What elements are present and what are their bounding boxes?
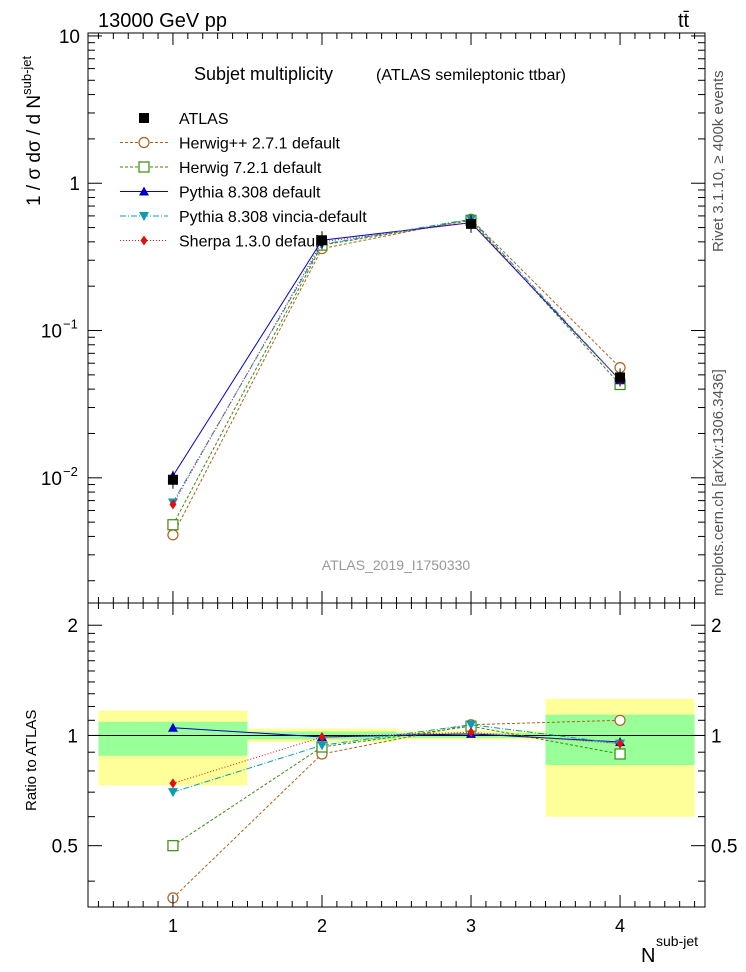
legend: ATLAS Herwig++ 2.7.1 default Herwig 7.2.1 …: [120, 111, 367, 251]
main-y-axis-title: 1 / σ dσ / d Nsub-jet: [19, 55, 45, 206]
legend-marker-4: [139, 212, 149, 221]
ratio-line-series-1: [172, 725, 621, 847]
x-axis-title: N sub-jet: [641, 933, 698, 967]
ratio-point-series-4-x2: [318, 732, 326, 743]
data-point-x4: [615, 372, 626, 383]
ratio-point-series-4-x1: [169, 778, 177, 789]
chart-title: Subjet multiplicity: [194, 64, 333, 84]
main-ylabel-main: 1 / σ dσ / d N: [24, 95, 45, 206]
rivet-label: Rivet 3.1.10, ≥ 400k events: [710, 70, 727, 252]
data-point-x2: [316, 235, 327, 246]
main-line-series-3: [172, 218, 621, 503]
legend-label-4: Pythia 8.308 vincia-default: [179, 209, 367, 226]
legend-marker-5: [140, 235, 148, 246]
process-label: tt̄: [678, 10, 690, 32]
main-line-series-4: [172, 222, 621, 505]
main-y-tick-exponent-3: −2: [63, 464, 78, 479]
main-series-layer: [167, 213, 626, 541]
main-y-tick-label-2: 10: [41, 322, 62, 343]
ratio-line-series-4: [172, 731, 621, 784]
ratio-point-series-3-x1: [167, 788, 178, 798]
legend-marker-2: [138, 161, 150, 173]
main-y-tick-exponent-2: −1: [63, 317, 78, 332]
ratio-bands: [88, 698, 705, 817]
main-line-series-0: [172, 218, 621, 536]
chart-subtitle: (ATLAS semileptonic ttbar): [376, 67, 566, 84]
ratio-y-tick-label-left-2: 0.5: [52, 837, 78, 858]
x-axis-label-sup: sub-jet: [656, 933, 698, 949]
ratio-point-series-1-x4: [614, 748, 626, 760]
ratio-point-series-4-x4: [616, 738, 624, 749]
x-tick-label-3: 3: [466, 916, 476, 936]
legend-label-1: Herwig++ 2.7.1 default: [179, 136, 341, 153]
legend-label-2: Herwig 7.2.1 default: [179, 160, 322, 177]
chart-title-group: Subjet multiplicity (ATLAS semileptonic …: [194, 64, 566, 84]
x-tick-label-2: 2: [317, 916, 327, 936]
energy-label: 13000 GeV pp: [98, 10, 227, 32]
svg-text:1 / σ dσ / d Nsub-jet: 1 / σ dσ / d Nsub-jet: [19, 55, 45, 206]
legend-label-5: Sherpa 1.3.0 default: [179, 234, 324, 251]
ratio-y-tick-label-right-1: 1: [711, 726, 722, 747]
ratio-point-series-2-x1: [167, 722, 178, 732]
main-line-series-1: [172, 219, 621, 525]
ratio-point-series-3-x2: [316, 741, 327, 751]
legend-label-0: ATLAS: [179, 111, 229, 128]
x-tick-label-4: 4: [615, 916, 625, 936]
analysis-id: ATLAS_2019_I1750330: [322, 557, 471, 573]
data-point-x3: [466, 218, 477, 229]
ratio-y-tick-label-right-0: 2: [711, 616, 722, 637]
x-tick-label-1: 1: [168, 916, 178, 936]
mcplots-label: mcplots.cern.ch [arXiv:1306.3436]: [710, 369, 727, 596]
main-ylabel-sup: sub-jet: [19, 55, 34, 94]
ratio-point-series-1-x1: [167, 840, 179, 852]
ratio-y-axis-title: Ratio to ATLAS: [23, 710, 40, 811]
x-axis-label-main: N: [641, 945, 655, 967]
main-y-tick-label-0: 10: [59, 27, 80, 48]
ratio-y-tick-label-right-2: 0.5: [711, 837, 737, 858]
legend-marker-0: [139, 113, 149, 123]
legend-marker-1: [138, 136, 150, 149]
main-y-tick-label-3: 10: [41, 469, 62, 490]
ratio-line-series-3: [172, 724, 621, 793]
data-point-x1: [167, 474, 178, 485]
ratio-point-series-4-x3: [467, 727, 475, 738]
main-y-tick-label-1: 1: [69, 174, 80, 195]
ratio-series-layer: [167, 714, 626, 904]
ratio-y-tick-label-left-1: 1: [67, 726, 78, 747]
main-line-series-2: [172, 222, 621, 477]
ratio-point-series-3-x3: [466, 720, 477, 730]
main-point-series-1-x1: [167, 519, 179, 531]
main-point-series-0-x1: [167, 529, 179, 541]
main-point-series-4-x1: [169, 499, 177, 510]
ratio-point-series-0-x4: [614, 714, 626, 726]
legend-marker-3: [139, 186, 149, 196]
legend-label-3: Pythia 8.308 default: [179, 185, 321, 202]
ratio-y-tick-label-left-0: 2: [67, 616, 78, 637]
